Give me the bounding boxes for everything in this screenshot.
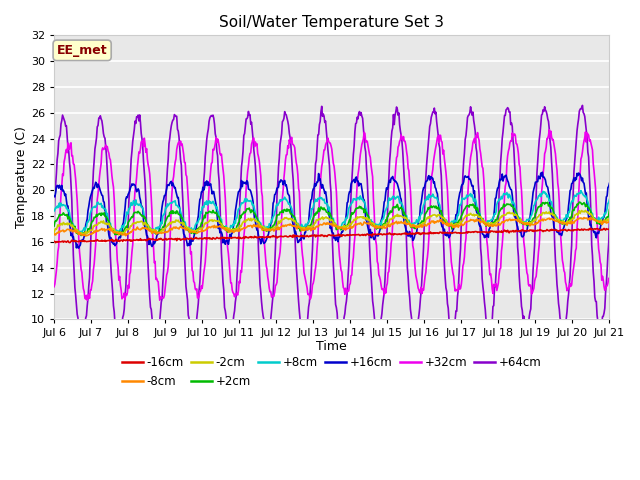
+8cm xyxy=(173,203,180,208)
+2cm xyxy=(575,199,583,205)
+64cm xyxy=(605,216,613,222)
+8cm xyxy=(577,188,585,193)
+64cm xyxy=(579,103,586,108)
+2cm xyxy=(324,210,332,216)
+8cm xyxy=(605,197,613,203)
-16cm xyxy=(173,238,180,243)
-8cm xyxy=(324,220,332,226)
+16cm xyxy=(433,189,440,195)
+32cm xyxy=(196,288,204,294)
-8cm xyxy=(605,220,613,226)
+64cm xyxy=(173,113,180,119)
-2cm xyxy=(556,217,563,223)
-16cm xyxy=(556,228,563,233)
+64cm xyxy=(378,311,386,317)
+2cm xyxy=(77,233,85,239)
-2cm xyxy=(324,215,332,221)
-8cm xyxy=(556,220,563,226)
+32cm xyxy=(173,146,180,152)
+2cm xyxy=(556,219,563,225)
Line: -8cm: -8cm xyxy=(54,217,609,236)
+64cm xyxy=(196,264,204,269)
+32cm xyxy=(378,287,386,292)
-2cm xyxy=(433,214,440,220)
+8cm xyxy=(378,217,386,223)
+32cm xyxy=(433,140,440,145)
+8cm xyxy=(433,194,440,200)
+32cm xyxy=(545,127,553,132)
+2cm xyxy=(173,208,180,214)
-16cm xyxy=(605,227,613,233)
+2cm xyxy=(378,226,386,231)
+16cm xyxy=(50,193,58,199)
Line: -2cm: -2cm xyxy=(54,210,609,235)
+2cm xyxy=(50,223,58,229)
+32cm xyxy=(50,284,58,289)
-16cm xyxy=(378,232,386,238)
+8cm xyxy=(50,208,58,214)
Line: +8cm: +8cm xyxy=(54,191,609,234)
+64cm xyxy=(556,306,563,312)
+8cm xyxy=(196,209,204,215)
Text: EE_met: EE_met xyxy=(57,44,108,57)
-8cm xyxy=(173,225,180,231)
+16cm xyxy=(556,231,564,237)
-8cm xyxy=(50,232,58,238)
-8cm xyxy=(580,215,588,220)
X-axis label: Time: Time xyxy=(316,340,347,353)
-16cm xyxy=(433,230,440,236)
+16cm xyxy=(196,195,204,201)
+8cm xyxy=(324,204,332,210)
+64cm xyxy=(433,119,440,124)
+32cm xyxy=(556,225,564,230)
+16cm xyxy=(538,169,546,175)
+64cm xyxy=(77,339,85,345)
Legend: -16cm, -8cm, -2cm, +2cm, +8cm, +16cm, +32cm, +64cm: -16cm, -8cm, -2cm, +2cm, +8cm, +16cm, +3… xyxy=(117,352,547,393)
-2cm xyxy=(79,232,86,238)
+2cm xyxy=(605,207,613,213)
-2cm xyxy=(50,230,58,236)
+2cm xyxy=(433,205,440,211)
Y-axis label: Temperature (C): Temperature (C) xyxy=(15,126,28,228)
-2cm xyxy=(196,226,204,232)
Line: +32cm: +32cm xyxy=(54,130,609,300)
-16cm xyxy=(52,240,60,246)
-2cm xyxy=(173,217,180,223)
-8cm xyxy=(378,224,386,230)
-2cm xyxy=(378,223,386,229)
+16cm xyxy=(324,205,332,211)
-16cm xyxy=(587,226,595,231)
+8cm xyxy=(556,217,563,223)
-8cm xyxy=(82,233,90,239)
Line: +16cm: +16cm xyxy=(54,172,609,248)
+8cm xyxy=(76,231,83,237)
+16cm xyxy=(173,192,180,198)
-16cm xyxy=(50,239,58,244)
+2cm xyxy=(196,224,204,229)
-2cm xyxy=(582,207,589,213)
+16cm xyxy=(605,180,613,186)
Line: +2cm: +2cm xyxy=(54,202,609,236)
Line: -16cm: -16cm xyxy=(54,228,609,243)
+32cm xyxy=(605,275,613,281)
Title: Soil/Water Temperature Set 3: Soil/Water Temperature Set 3 xyxy=(220,15,444,30)
+32cm xyxy=(324,135,332,141)
-2cm xyxy=(605,216,613,222)
-8cm xyxy=(196,228,204,234)
+32cm xyxy=(83,298,91,303)
+64cm xyxy=(324,147,332,153)
-16cm xyxy=(196,236,204,241)
-8cm xyxy=(433,219,440,225)
-16cm xyxy=(324,232,332,238)
+64cm xyxy=(50,228,58,234)
+16cm xyxy=(378,216,386,221)
+16cm xyxy=(75,245,83,251)
Line: +64cm: +64cm xyxy=(54,106,609,342)
